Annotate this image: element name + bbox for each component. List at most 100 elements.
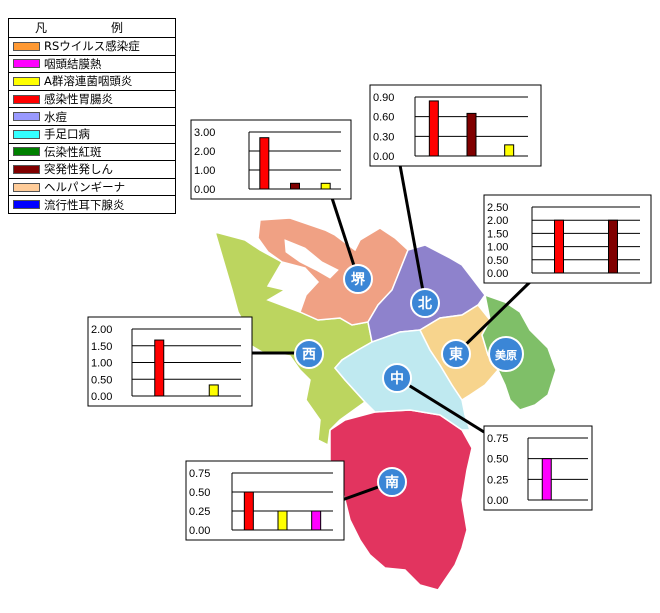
y-tick-label: 0.00 xyxy=(487,268,508,280)
district-marker-kita[interactable]: 北 xyxy=(410,288,440,318)
marker-circle xyxy=(377,467,407,497)
bar xyxy=(504,144,515,157)
district-label: 東 xyxy=(449,346,463,363)
y-tick-label: 0.30 xyxy=(373,131,394,143)
y-tick-label: 0.00 xyxy=(373,151,394,163)
legend-label: 伝染性紅斑 xyxy=(44,144,102,159)
legend-item: 水痘 xyxy=(9,108,175,126)
chart-box: 0.90 0.60 0.30 0.00 xyxy=(369,84,542,167)
district-charts: 3.002.001.000.000.900.600.300.002.502.00… xyxy=(87,84,652,541)
district-marker-sakai[interactable]: 堺 xyxy=(343,264,373,294)
y-tick-label: 0.50 xyxy=(487,255,508,267)
marker-circle xyxy=(343,264,373,294)
leader-line-higashi xyxy=(454,280,532,356)
y-tick-label: 0.25 xyxy=(487,474,508,486)
legend-swatch xyxy=(13,112,40,122)
bar xyxy=(608,219,618,274)
district-marker-naka[interactable]: 中 xyxy=(382,363,412,393)
marker-circle xyxy=(382,363,412,393)
bar xyxy=(277,510,288,531)
legend-label: A群溶連菌咽頭炎 xyxy=(44,74,133,89)
district-label: 堺 xyxy=(351,271,366,288)
legend-item: 突発性発しん xyxy=(9,161,175,179)
legend-label: 水痘 xyxy=(44,109,67,124)
legend-label: ヘルパンギーナ xyxy=(44,180,126,195)
chart-frame xyxy=(87,316,253,407)
legend-label: RSウイルス感染症 xyxy=(44,39,140,54)
legend-label: 感染性胃腸炎 xyxy=(44,92,113,107)
y-tick-label: 0.00 xyxy=(487,495,508,507)
legend-swatch xyxy=(13,129,40,139)
leader-line-kita xyxy=(398,164,427,303)
legend-swatch xyxy=(13,76,40,86)
leader-line-naka xyxy=(396,376,485,434)
y-tick-label: 0.50 xyxy=(487,454,508,466)
y-tick-label: 2.00 xyxy=(91,324,112,336)
y-tick-label: 0.90 xyxy=(373,92,394,104)
legend-item: RSウイルス感染症 xyxy=(9,38,175,56)
district-marker-higashi[interactable]: 東 xyxy=(441,339,471,369)
legend-label: 咽頭結膜熱 xyxy=(44,56,102,71)
district-label: 西 xyxy=(302,347,316,363)
marker-circle xyxy=(410,288,440,318)
legend-swatch xyxy=(13,41,40,51)
chart-frame xyxy=(483,425,593,511)
legend-item: 咽頭結膜熱 xyxy=(9,56,175,74)
bar xyxy=(259,137,270,190)
legend-item: 手足口病 xyxy=(9,126,175,144)
legend-label: 突発性発しん xyxy=(44,162,113,177)
y-tick-label: 3.00 xyxy=(194,127,215,139)
sakai-port-white xyxy=(284,239,339,279)
legend-label: 手足口病 xyxy=(44,127,90,142)
chart-box: 2.00 1.50 1.00 0.50 0.00 xyxy=(87,316,253,407)
y-tick-label: 2.00 xyxy=(487,215,508,227)
bar xyxy=(541,458,552,501)
district-label: 南 xyxy=(385,474,399,491)
y-tick-label: 1.00 xyxy=(487,242,508,254)
y-tick-label: 0.60 xyxy=(373,112,394,124)
y-tick-label: 2.00 xyxy=(194,146,215,158)
y-tick-label: 0.75 xyxy=(189,468,210,480)
district-minami[interactable] xyxy=(329,409,473,591)
legend-item: 伝染性紅斑 xyxy=(9,144,175,162)
district-label: 北 xyxy=(418,296,432,312)
legend-swatch xyxy=(13,94,40,104)
chart-box: 2.502.001.50 1.000.500.00 xyxy=(483,194,652,284)
bar xyxy=(466,112,477,157)
marker-circle xyxy=(441,339,471,369)
y-tick-label: 1.00 xyxy=(194,165,215,177)
chart-box: 0.75 0.50 0.25 0.00 xyxy=(185,460,345,541)
bar xyxy=(154,339,165,397)
legend-swatch xyxy=(13,200,40,210)
district-marker-nishi[interactable]: 西 xyxy=(294,339,324,369)
district-markers: 堺北東 美原 西中南 xyxy=(294,264,524,497)
y-tick-label: 0.00 xyxy=(194,184,215,196)
legend-item: A群溶連菌咽頭炎 xyxy=(9,73,175,91)
legend-swatch xyxy=(13,59,40,69)
y-tick-label: 0.75 xyxy=(487,433,508,445)
legend-swatch xyxy=(13,164,40,174)
bar xyxy=(243,491,254,531)
y-tick-label: 1.50 xyxy=(91,341,112,353)
y-tick-label: 2.50 xyxy=(487,202,508,214)
y-tick-label: 0.25 xyxy=(189,506,210,518)
legend-label: 流行性耳下腺炎 xyxy=(44,197,125,212)
legend-swatch xyxy=(13,182,40,192)
district-marker-mihara[interactable]: 美原 xyxy=(488,336,524,372)
district-label: 美原 xyxy=(495,348,517,362)
district-marker-minami[interactable]: 南 xyxy=(377,467,407,497)
legend-item: ヘルパンギーナ xyxy=(9,179,175,197)
chart-box: 3.00 2.00 1.00 0.00 xyxy=(190,119,352,200)
marker-circle xyxy=(488,336,524,372)
y-tick-label: 0.50 xyxy=(91,374,112,386)
bar xyxy=(320,182,331,190)
chart-box: 0.75 0.50 0.25 0.00 xyxy=(483,425,593,511)
bar xyxy=(554,219,564,274)
legend-title: 凡 例 xyxy=(9,19,175,38)
bar xyxy=(208,384,219,397)
legend-item: 感染性胃腸炎 xyxy=(9,91,175,109)
legend-item: 流行性耳下腺炎 xyxy=(9,196,175,213)
y-tick-label: 0.00 xyxy=(91,391,112,403)
legend-swatch xyxy=(13,147,40,157)
